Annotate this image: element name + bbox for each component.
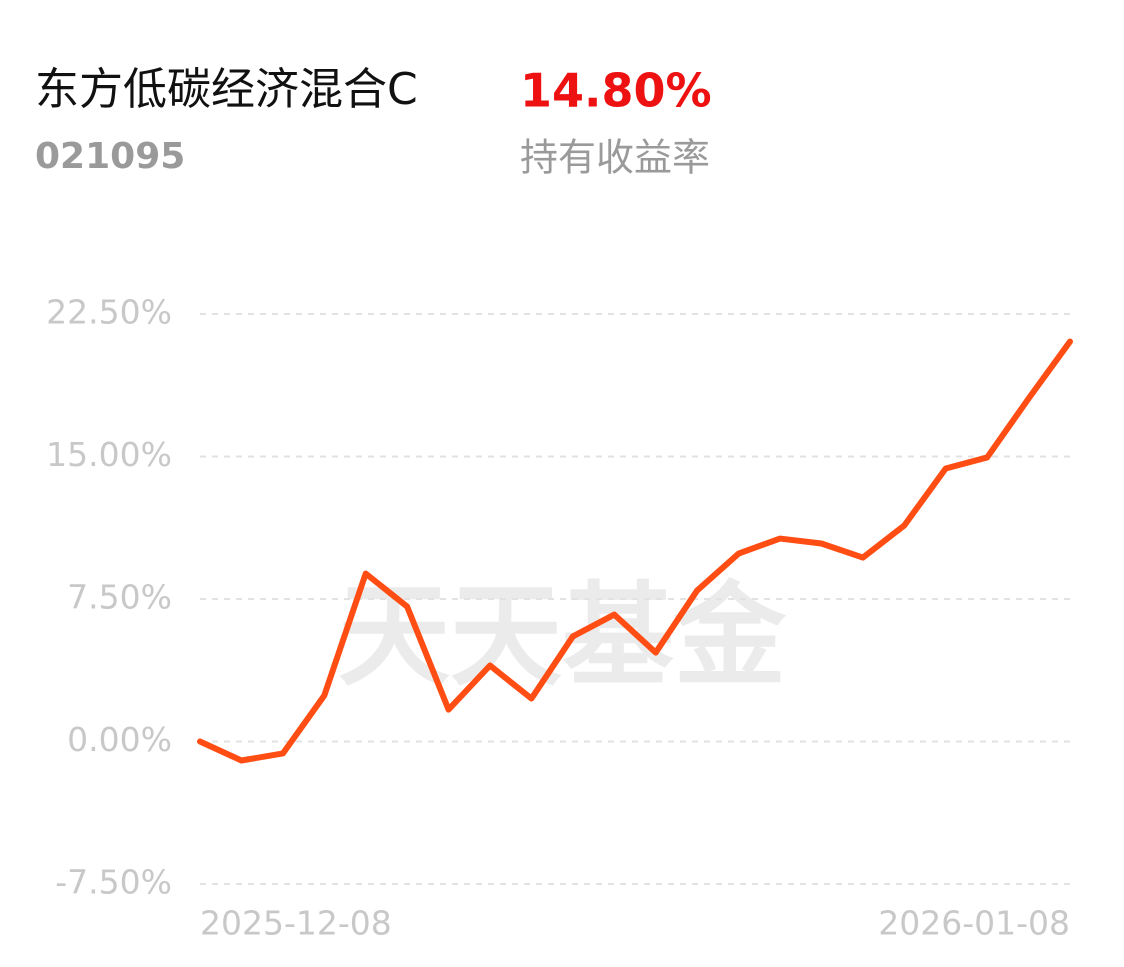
fund-name: 东方低碳经济混合C bbox=[35, 64, 418, 115]
fund-code: 021095 bbox=[35, 136, 185, 177]
y-tick-label: 15.00% bbox=[46, 435, 172, 474]
watermark: 天天基金 bbox=[338, 570, 787, 701]
return-label: 持有收益率 bbox=[520, 136, 710, 180]
y-tick-label: -7.50% bbox=[55, 863, 172, 902]
y-tick-label: 22.50% bbox=[46, 293, 172, 332]
x-tick-label: 2025-12-08 bbox=[200, 904, 392, 943]
y-tick-label: 7.50% bbox=[67, 578, 172, 617]
x-tick-label: 2026-01-08 bbox=[878, 904, 1070, 943]
return-value: 14.80% bbox=[520, 64, 712, 118]
line bbox=[197, 338, 1073, 764]
y-tick-label: 0.00% bbox=[67, 720, 172, 759]
